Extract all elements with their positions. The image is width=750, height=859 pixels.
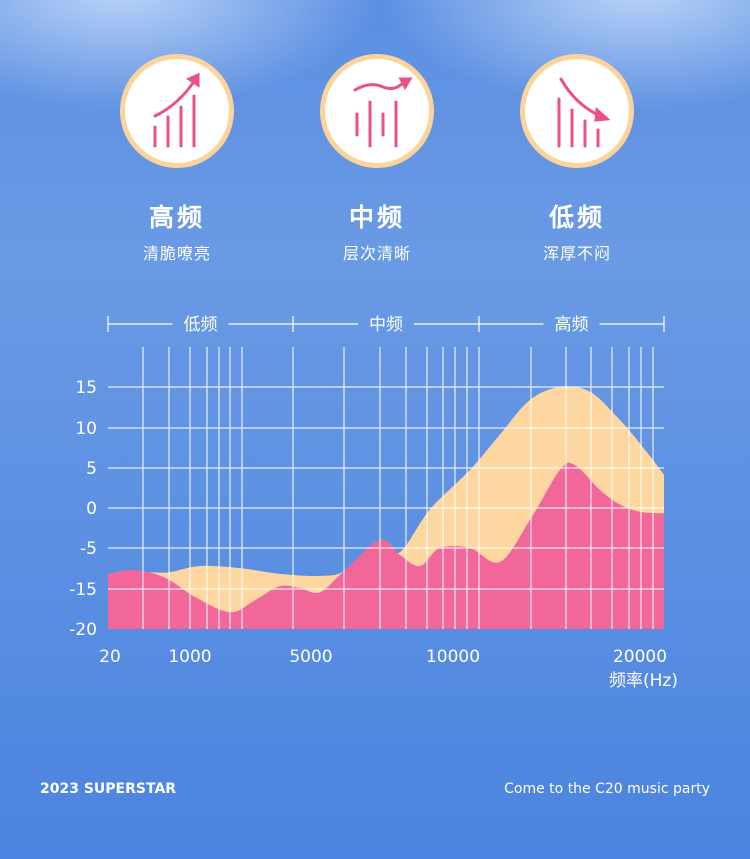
- x-tick-label: 20: [99, 647, 121, 667]
- chart-grid: [108, 347, 664, 629]
- y-tick-label: 15: [75, 378, 97, 398]
- chart-areas: [108, 386, 664, 629]
- band-bracket: [107, 316, 665, 332]
- band-label: 低频: [184, 315, 218, 335]
- x-axis-label: 频率(Hz): [609, 671, 678, 691]
- x-tick-label: 5000: [289, 647, 332, 667]
- x-tick-label: 1000: [168, 647, 211, 667]
- falling-bars-icon: [520, 54, 634, 168]
- feature-title: 低频: [548, 203, 605, 232]
- feature-title: 高频: [148, 203, 205, 232]
- feature-title: 中频: [348, 203, 405, 232]
- feature-subtitle: 清脆嘹亮: [142, 244, 211, 263]
- footer-right: Come to the C20 music party: [504, 781, 710, 797]
- y-tick-label: 5: [86, 459, 97, 479]
- wave-bars-icon: [320, 54, 434, 168]
- series-area-pink: [108, 462, 664, 629]
- band-label: 中频: [369, 315, 403, 335]
- feature-subtitle: 浑厚不闷: [542, 244, 611, 263]
- feature-mid: 中频 层次清晰: [297, 54, 457, 264]
- x-tick-label: 10000: [426, 647, 480, 667]
- y-tick-label: 10: [75, 419, 97, 439]
- y-tick-label: -15: [69, 580, 97, 600]
- y-tick-label: -20: [69, 620, 97, 640]
- y-tick-label: -5: [80, 539, 97, 559]
- band-label: 高频: [555, 315, 589, 335]
- rising-bars-icon: [120, 54, 234, 168]
- feature-high: 高频 清脆嘹亮: [97, 54, 257, 264]
- footer-left: 2023 SUPERSTAR: [40, 781, 177, 797]
- y-tick-label: 0: [86, 499, 97, 519]
- feature-subtitle: 层次清晰: [342, 244, 411, 263]
- x-tick-label: 20000: [613, 647, 667, 667]
- feature-low: 低频 浑厚不闷: [497, 54, 657, 264]
